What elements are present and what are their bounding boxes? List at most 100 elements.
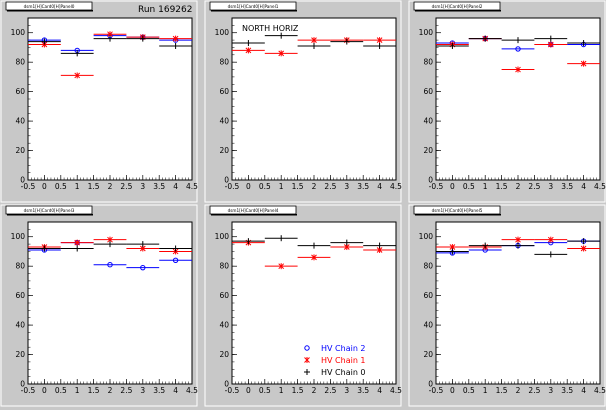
data-point	[501, 37, 535, 44]
data-point	[264, 50, 298, 57]
x-tick-label: 1	[75, 182, 80, 191]
plot-frame	[231, 221, 397, 385]
x-tick-label: -0.5	[21, 386, 36, 395]
data-point	[501, 66, 535, 73]
x-tick-label: 4	[377, 182, 382, 191]
y-axis: 0 20 40 60 80 100	[11, 17, 33, 185]
data-point	[60, 50, 94, 57]
data-point	[567, 40, 600, 47]
legend-entry: HV Chain 1	[304, 356, 366, 365]
title-box-shadow	[7, 214, 93, 216]
x-tick-label: 2.5	[528, 182, 540, 191]
x-tick-label: 2	[108, 386, 113, 395]
x-tick-label: 2.5	[324, 182, 336, 191]
data-point	[436, 42, 469, 49]
x-tick-label: 1	[279, 386, 284, 395]
x-tick-label: 0.5	[463, 386, 475, 395]
x-tick-label: 4.5	[390, 182, 402, 191]
y-tick-label: 20	[219, 146, 229, 155]
x-tick-label: 4	[581, 182, 586, 191]
x-axis: -0.5 0 0.5 1 1.5 2 2.5 3 3.5 4 4.5	[429, 175, 606, 191]
plot-panel-5: dsm1[H]Card0[H]Panel5-0.5 0 0.5 1 1.5 2 2.5 3 3.…	[408, 204, 606, 407]
circle-marker	[140, 264, 146, 271]
series-chain0	[232, 32, 396, 49]
data-point	[28, 38, 61, 45]
y-tick-label: 80	[423, 58, 433, 67]
data-point	[501, 242, 535, 249]
x-tick-label: 3	[140, 386, 145, 395]
y-tick-label: 20	[15, 350, 25, 359]
panel-title: dsm1[H]Card0[H]Panel3	[24, 208, 75, 213]
y-tick-label: 0	[20, 176, 25, 185]
data-point	[468, 35, 502, 42]
x-tick-label: 0	[450, 182, 455, 191]
data-point	[501, 236, 535, 243]
x-tick-label: 1.5	[496, 386, 508, 395]
x-tick-label: 2.5	[528, 386, 540, 395]
x-tick-label: 1	[279, 182, 284, 191]
plot-frame	[27, 17, 193, 181]
x-tick-label: -0.5	[429, 386, 444, 395]
x-axis: -0.5 0 0.5 1 1.5 2 2.5 3 3.5 4 4.5	[225, 379, 402, 395]
x-tick-label: 3	[548, 386, 553, 395]
data-point	[363, 242, 396, 249]
data-point	[93, 236, 127, 243]
y-tick-label: 80	[15, 262, 25, 271]
series-chain0	[436, 35, 600, 49]
x-tick-label: 2	[312, 386, 317, 395]
y-tick-label: 60	[219, 87, 229, 96]
series-chain0	[436, 238, 600, 258]
data-point	[159, 245, 192, 252]
panel-title: dsm1[H]Card0[H]Panel5	[432, 208, 483, 213]
circle-marker	[107, 262, 113, 268]
data-point	[297, 37, 331, 44]
data-point	[330, 239, 364, 246]
x-tick-label: 1	[483, 386, 488, 395]
legend-label: HV Chain 0	[321, 368, 366, 377]
x-tick-label: 3.5	[357, 386, 369, 395]
series-chain0	[28, 35, 192, 57]
x-tick-label: 2	[516, 182, 521, 191]
title-box-shadow	[211, 214, 297, 216]
x-tick-label: 1	[483, 182, 488, 191]
data-point	[363, 37, 396, 44]
y-tick-label: 100	[419, 28, 434, 37]
x-tick-label: 2.5	[324, 386, 336, 395]
y-tick-label: 0	[224, 380, 229, 389]
y-tick-label: 100	[11, 28, 26, 37]
data-point	[93, 35, 127, 42]
x-tick-label: 0	[246, 182, 251, 191]
y-axis: 0 20 40 60 80 100	[419, 221, 441, 389]
y-tick-label: 100	[11, 232, 26, 241]
x-tick-label: 1.5	[496, 182, 508, 191]
legend-circle-icon	[304, 345, 310, 351]
y-axis: 0 20 40 60 80 100	[215, 221, 237, 389]
data-point	[534, 251, 568, 258]
x-tick-label: 0	[42, 182, 47, 191]
y-tick-label: 0	[20, 380, 25, 389]
x-tick-label: 3	[548, 182, 553, 191]
circle-marker	[515, 46, 521, 52]
title-box-shadow	[415, 214, 501, 216]
y-tick-label: 0	[428, 380, 433, 389]
y-tick-label: 100	[419, 232, 434, 241]
x-tick-label: 3	[344, 182, 349, 191]
data-point	[264, 235, 298, 242]
y-tick-label: 40	[423, 117, 433, 126]
data-point	[126, 245, 160, 252]
plot-panel-4: dsm1[H]Card0[H]Panel4-0.5 0 0.5 1 1.5 2 2.5 3 3.…	[204, 204, 402, 407]
legend-entry: HV Chain 0	[304, 368, 366, 377]
data-point	[363, 42, 396, 49]
data-point	[60, 245, 94, 252]
data-point	[534, 35, 568, 42]
legend-entry: HV Chain 2	[304, 344, 366, 353]
x-tick-label: 4.5	[594, 182, 606, 191]
x-tick-label: 2	[312, 182, 317, 191]
y-tick-label: 20	[15, 146, 25, 155]
x-tick-label: 4	[377, 386, 382, 395]
x-tick-label: 0.5	[55, 386, 67, 395]
panel-annotation: NORTH HORIZ	[242, 24, 299, 33]
x-axis: -0.5 0 0.5 1 1.5 2 2.5 3 3.5 4 4.5	[21, 175, 198, 191]
data-point	[534, 41, 568, 48]
